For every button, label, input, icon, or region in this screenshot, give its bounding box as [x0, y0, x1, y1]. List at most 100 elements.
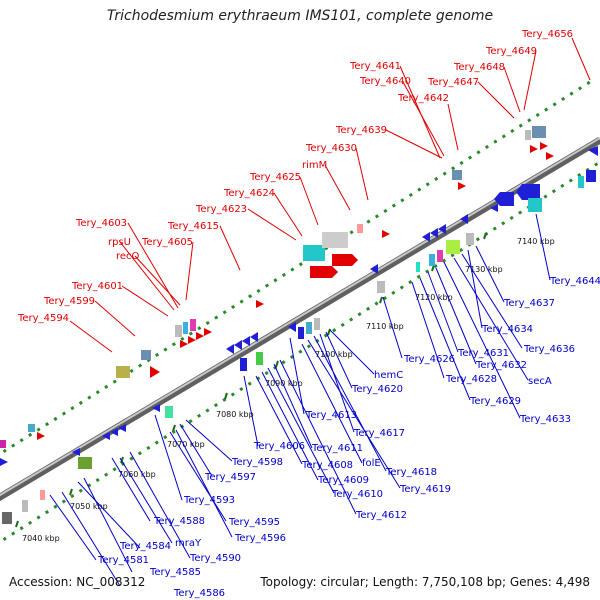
gene-label-forward: Tery_4615: [167, 221, 219, 232]
gene-label-reverse: Tery_4581: [97, 555, 149, 566]
tick-label-7110: 7110 kbp: [366, 322, 404, 331]
leader-line: [385, 129, 443, 159]
leader-line: [325, 331, 353, 389]
forward-leaders: [69, 37, 591, 353]
tick-label-7040: 7040 kbp: [22, 534, 60, 543]
feature-block: [165, 406, 173, 418]
genome-summary-text: Topology: circular; Length: 7,750,108 bp…: [260, 575, 590, 589]
feature-block: [141, 350, 151, 360]
feature-arrow: [72, 448, 80, 456]
tick-7130: [483, 232, 487, 240]
leader-line: [447, 103, 459, 151]
leader-line: [571, 37, 591, 81]
leader-line: [83, 477, 133, 573]
gene-label-forward: Tery_4594: [17, 313, 69, 324]
leader-line: [179, 423, 213, 477]
leader-line: [121, 285, 169, 317]
gene-label-reverse: Tery_4644: [549, 276, 600, 287]
feature-arrow: [494, 192, 514, 206]
gene-label-reverse: Tery_4586: [173, 588, 225, 599]
feature-block: [78, 457, 92, 469]
feature-block: [298, 327, 304, 339]
tick-7100: [327, 328, 331, 336]
gene-label-reverse: Tery_4613: [305, 410, 357, 421]
tick-label-7050: 7050 kbp: [70, 502, 108, 511]
feature-arrow: [430, 228, 438, 238]
feature-block: [452, 170, 462, 180]
leader-line: [535, 213, 551, 281]
tick-label-7140: 7140 kbp: [517, 237, 555, 246]
gene-label-forward: rimM: [302, 160, 327, 171]
tick-7070: [172, 424, 176, 432]
feature-arrow: [118, 424, 126, 432]
leader-line: [169, 431, 227, 522]
gene-label-reverse: Tery_4629: [469, 396, 521, 407]
leader-line: [243, 375, 259, 447]
feature-block: [2, 512, 12, 524]
leader-line: [49, 494, 97, 561]
leader-line: [61, 491, 121, 587]
tick-7090: [275, 360, 279, 368]
leader-line: [299, 176, 319, 226]
leader-line: [307, 339, 401, 489]
gene-label-reverse: Tery_4632: [475, 360, 527, 371]
leader-line: [467, 249, 483, 329]
leader-line: [313, 335, 387, 472]
leader-line: [185, 241, 194, 301]
feature-arrow: [530, 145, 538, 153]
feature-arrow: [242, 336, 250, 346]
gene-label-forward: Tery_4641: [349, 61, 401, 72]
reverse-features: [0, 146, 598, 524]
leader-line: [355, 147, 369, 201]
leader-line: [453, 257, 529, 381]
tick-label-7130: 7130 kbp: [465, 265, 503, 274]
gene-label-forward: Tery_4599: [43, 296, 95, 307]
feature-block: [525, 130, 531, 140]
gene-label-reverse: Tery_4611: [311, 443, 363, 454]
gene-label-reverse: Tery_4609: [317, 475, 369, 486]
leader-line: [154, 414, 183, 501]
gene-label-reverse: Tery_4617: [353, 428, 405, 439]
gene-label-reverse: Tery_4585: [149, 567, 201, 578]
feature-arrow: [188, 336, 196, 344]
feature-arrow: [310, 266, 338, 278]
gene-label-reverse: Tery_4620: [351, 384, 403, 395]
leader-line: [435, 267, 477, 365]
feature-arrow: [256, 300, 264, 308]
leader-line: [319, 333, 355, 433]
leader-line: [427, 271, 459, 353]
feature-block: [586, 170, 596, 182]
gene-label-reverse: Tery_4631: [457, 348, 509, 359]
gene-label-reverse: Tery_4618: [385, 467, 437, 478]
gene-label-reverse: Tery_4608: [301, 460, 353, 471]
gene-label-forward: Tery_4649: [485, 46, 537, 57]
leader-line: [382, 296, 403, 359]
leader-line: [185, 419, 233, 462]
feature-block: [578, 176, 584, 188]
gene-label-reverse: Tery_4593: [183, 495, 235, 506]
feature-block: [416, 262, 420, 272]
feature-arrow: [382, 230, 390, 238]
feature-arrow: [234, 340, 242, 350]
feature-block: [306, 322, 312, 334]
gene-label-reverse: Tery_4597: [204, 472, 256, 483]
feature-block: [190, 319, 196, 331]
gene-label-forward: Tery_4601: [71, 281, 123, 292]
feature-block: [446, 240, 460, 254]
leader-line: [219, 225, 241, 271]
leader-line: [69, 320, 113, 353]
feature-block: [528, 198, 542, 212]
feature-arrow: [152, 404, 160, 412]
map-title: Trichodesmium erythraeum IMS101, complet…: [106, 8, 494, 24]
gene-label-forward: Tery_4640: [359, 76, 411, 87]
leader-line: [119, 241, 175, 311]
accession-text: Accession: NC_008312: [9, 575, 146, 589]
feature-arrow: [540, 142, 548, 150]
gene-label-reverse: Tery_4637: [503, 298, 555, 309]
feature-arrow: [288, 322, 296, 332]
gene-label-reverse: Tery_4590: [189, 553, 241, 564]
feature-block: [256, 352, 263, 365]
leader-line: [411, 281, 445, 379]
